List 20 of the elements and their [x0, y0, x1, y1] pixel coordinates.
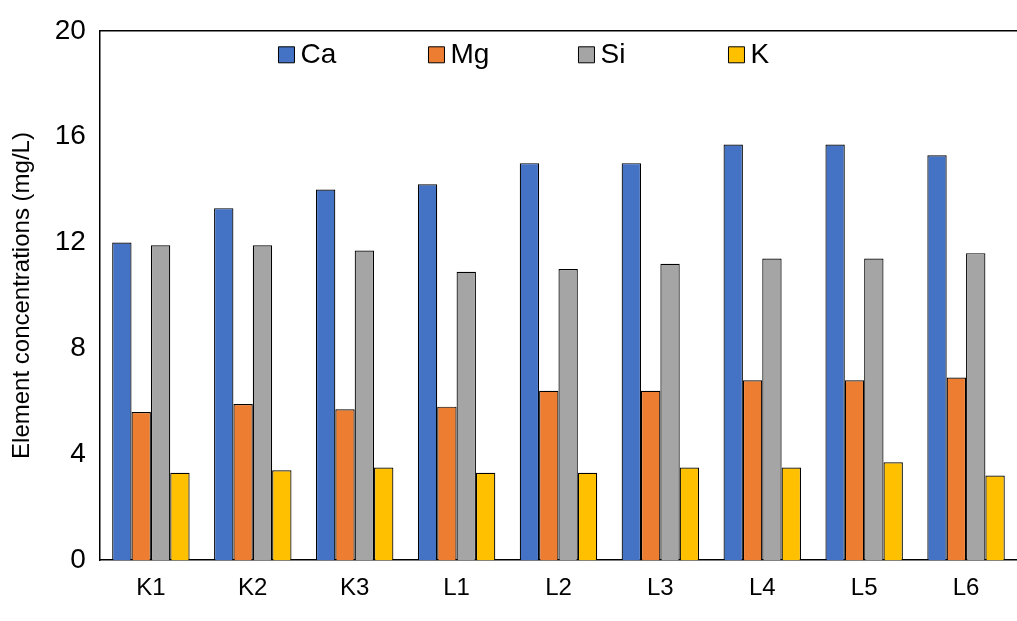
y-tick-label: 0 [70, 542, 86, 574]
x-tick-label: K3 [340, 573, 370, 601]
legend-label: Si [600, 37, 626, 69]
x-tick-label: K1 [136, 573, 166, 601]
legend-label: Mg [450, 37, 490, 69]
y-tick-label: 12 [54, 225, 86, 257]
x-tick-label: L2 [545, 573, 572, 601]
y-tick-label: 20 [54, 13, 86, 45]
y-tick-label: 8 [70, 331, 86, 363]
y-tick-label: 16 [54, 119, 86, 151]
x-tick-label: L1 [443, 573, 470, 601]
x-tick-label: K2 [238, 573, 268, 601]
y-tick-label: 4 [70, 437, 86, 469]
legend-label: K [750, 37, 770, 69]
x-tick-label: L4 [748, 573, 776, 601]
y-axis-title: Element concentrations (mg/L) [7, 132, 35, 459]
x-tick-label: L5 [850, 573, 878, 601]
x-tick-label: L3 [647, 573, 674, 601]
x-tick-label: L6 [952, 573, 980, 601]
legend-label: Ca [300, 37, 337, 69]
